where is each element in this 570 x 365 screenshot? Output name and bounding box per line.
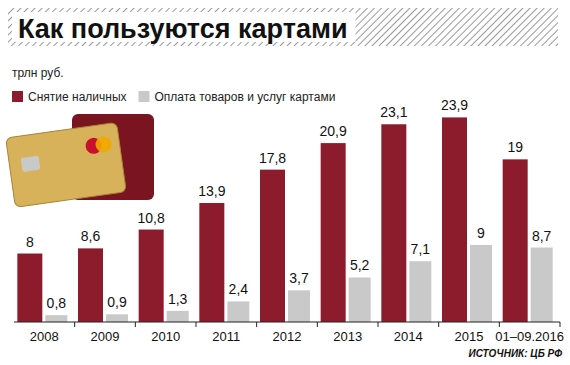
data-label: 8 xyxy=(26,234,34,250)
data-label: 17,8 xyxy=(259,150,286,166)
x-tick-label: 2012 xyxy=(273,329,302,344)
data-label: 20,9 xyxy=(320,123,347,139)
x-tick-label: 01–09.2016 xyxy=(495,329,564,344)
data-label: 9 xyxy=(477,225,485,241)
data-label: 8,6 xyxy=(81,228,101,244)
data-label: 1,3 xyxy=(168,291,188,307)
bar xyxy=(17,254,42,322)
data-label: 5,2 xyxy=(350,257,370,273)
bar xyxy=(409,261,431,322)
bar xyxy=(260,170,285,322)
data-label: 3,7 xyxy=(289,270,309,286)
x-tick xyxy=(196,322,197,327)
bar xyxy=(78,248,103,322)
bar xyxy=(227,301,249,322)
bar xyxy=(139,230,164,322)
chart: Как пользуются картами трлн руб. Снятие на… xyxy=(0,0,570,365)
data-label: 19 xyxy=(507,139,523,155)
x-tick xyxy=(560,322,561,327)
bar xyxy=(470,245,492,322)
bar xyxy=(321,143,346,322)
x-tick-label: 2008 xyxy=(30,329,59,344)
data-label: 13,9 xyxy=(198,183,225,199)
x-tick-label: 2010 xyxy=(151,329,180,344)
bar xyxy=(503,159,528,322)
bars xyxy=(17,117,552,322)
data-label: 7,1 xyxy=(411,241,431,257)
x-tick-label: 2014 xyxy=(394,329,423,344)
bar xyxy=(349,277,371,322)
x-tick xyxy=(378,322,379,327)
legend: Снятие наличных Оплата товаров и услуг ка… xyxy=(12,90,335,104)
bar xyxy=(531,248,553,322)
title: Как пользуются картами xyxy=(18,14,347,44)
legend-swatch xyxy=(139,91,150,102)
legend-swatch xyxy=(12,91,23,102)
card-logo-right xyxy=(94,135,112,153)
bar xyxy=(167,311,189,322)
bar xyxy=(442,117,467,322)
x-tick-label: 2015 xyxy=(455,329,484,344)
data-labels: 8 8,6 10,8 13,9 17,8 20,9 23,1 23,9 19 0,8 0,9 1,3 2… xyxy=(26,97,552,311)
data-label: 10,8 xyxy=(138,210,165,226)
x-tick xyxy=(74,322,75,327)
card-illustration xyxy=(6,114,154,207)
x-tick xyxy=(256,322,257,327)
card-front xyxy=(6,122,127,207)
legend-label: Снятие наличных xyxy=(28,90,127,104)
x-tick-label: 2013 xyxy=(333,329,362,344)
bar xyxy=(288,290,310,322)
bar xyxy=(106,314,128,322)
card-chip xyxy=(21,156,41,172)
data-label: 8,7 xyxy=(532,228,552,244)
data-label: 0,9 xyxy=(107,294,127,310)
data-label: 23,1 xyxy=(380,104,407,120)
bar xyxy=(381,124,406,322)
data-label: 0,8 xyxy=(47,295,67,311)
data-label: 2,4 xyxy=(229,281,249,297)
bar xyxy=(199,203,224,322)
x-tick xyxy=(499,322,500,327)
x-tick xyxy=(438,322,439,327)
x-tick-label: 2011 xyxy=(212,329,240,344)
x-axis xyxy=(14,322,560,323)
x-tick xyxy=(317,322,318,327)
source: ИСТОЧНИК: ЦБ РФ xyxy=(469,348,563,359)
y-axis-label: трлн руб. xyxy=(12,66,64,80)
legend-label: Оплата товаров и услуг картами xyxy=(155,90,336,104)
card-body xyxy=(6,122,127,207)
data-label: 23,9 xyxy=(441,97,468,113)
title-band xyxy=(8,8,558,46)
x-tick xyxy=(135,322,136,327)
x-tick-label: 2009 xyxy=(91,329,120,344)
bar xyxy=(45,315,67,322)
